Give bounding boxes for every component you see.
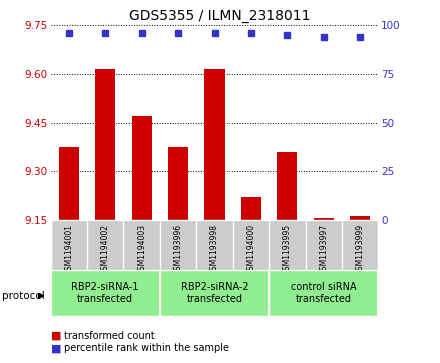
Text: GSM1194000: GSM1194000 — [246, 224, 256, 275]
Text: GDS5355 / ILMN_2318011: GDS5355 / ILMN_2318011 — [129, 9, 311, 23]
Bar — [95, 69, 115, 220]
Text: GSM1194003: GSM1194003 — [137, 224, 146, 275]
Text: GSM1193998: GSM1193998 — [210, 224, 219, 275]
Text: RBP2-siRNA-2
transfected: RBP2-siRNA-2 transfected — [181, 282, 248, 304]
Bar — [277, 152, 297, 220]
Bar — [350, 216, 370, 220]
Text: ■: ■ — [51, 331, 61, 341]
Text: GSM1194002: GSM1194002 — [101, 224, 110, 275]
Text: RBP2-siRNA-1
transfected: RBP2-siRNA-1 transfected — [71, 282, 139, 304]
Text: ■: ■ — [51, 343, 61, 354]
Text: GSM1193999: GSM1193999 — [356, 224, 365, 275]
Bar — [59, 147, 79, 220]
Bar — [51, 270, 160, 316]
Text: GSM1193996: GSM1193996 — [173, 224, 183, 275]
Bar — [205, 69, 224, 220]
Bar — [168, 147, 188, 220]
Text: transformed count: transformed count — [64, 331, 154, 341]
Bar — [160, 270, 269, 316]
Text: GSM1194001: GSM1194001 — [64, 224, 73, 275]
Bar — [132, 116, 152, 220]
Bar — [269, 270, 378, 316]
Text: GSM1193997: GSM1193997 — [319, 224, 328, 275]
Text: control siRNA
transfected: control siRNA transfected — [291, 282, 356, 304]
Text: protocol: protocol — [2, 291, 45, 301]
Text: GSM1193995: GSM1193995 — [283, 224, 292, 275]
Bar — [241, 197, 261, 220]
Bar — [314, 218, 334, 220]
Text: percentile rank within the sample: percentile rank within the sample — [64, 343, 229, 354]
